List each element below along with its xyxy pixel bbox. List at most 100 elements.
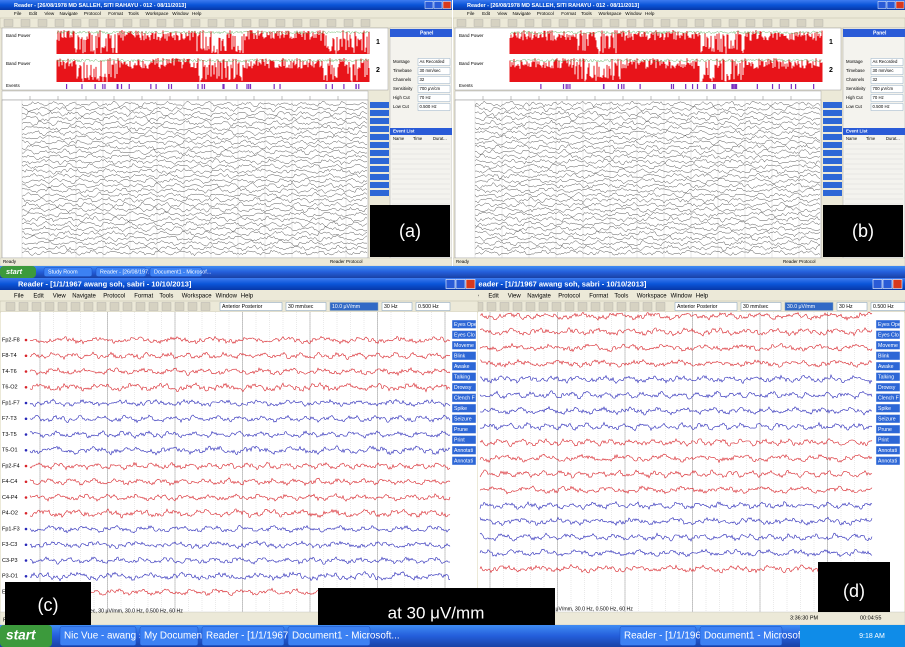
tool-button[interactable] <box>660 19 671 27</box>
combo-value[interactable]: 0.500 Hz <box>873 304 894 310</box>
tool-button[interactable] <box>207 19 218 27</box>
event-button[interactable] <box>823 142 842 148</box>
tool-button[interactable] <box>541 19 552 27</box>
window-button[interactable] <box>433 1 443 9</box>
menu-item[interactable]: View <box>53 294 67 300</box>
event-button[interactable] <box>370 174 389 180</box>
taskbar-item[interactable] <box>149 267 203 277</box>
start-button[interactable] <box>0 625 52 647</box>
tool-button[interactable] <box>796 19 807 27</box>
event-button-label[interactable]: Eyes Clo <box>878 332 899 338</box>
tool-button[interactable] <box>109 302 120 311</box>
event-button[interactable] <box>370 190 389 196</box>
combo-box[interactable] <box>836 302 868 311</box>
setting-box[interactable] <box>417 103 451 111</box>
setting-box[interactable] <box>417 67 451 75</box>
event-button-label[interactable]: Awake <box>454 364 470 370</box>
event-button[interactable] <box>823 118 842 124</box>
tool-button[interactable] <box>20 19 31 27</box>
tool-button[interactable] <box>677 19 688 27</box>
tool-button[interactable] <box>122 19 133 27</box>
tool-button[interactable] <box>779 19 790 27</box>
taskbar-item-label[interactable]: Reader - [26/08/197... <box>100 269 152 275</box>
event-button-label[interactable]: Blink <box>454 353 466 359</box>
event-button[interactable] <box>823 166 842 172</box>
menu-item[interactable]: Navigate <box>513 11 532 16</box>
menu-item[interactable]: Tools <box>581 11 592 16</box>
tool-button[interactable] <box>694 19 705 27</box>
menu-item[interactable]: Protocol <box>103 294 125 300</box>
combo-value[interactable]: Anterior Posterior <box>222 304 263 310</box>
taskbar-item-label[interactable]: My Documents <box>144 631 210 642</box>
event-button[interactable] <box>875 393 901 403</box>
event-button[interactable] <box>451 382 477 392</box>
menu-item[interactable]: File <box>14 294 24 300</box>
taskbar-item-label[interactable]: Nic Vue - awang soh,... <box>64 631 166 642</box>
menu-item[interactable]: Navigate <box>60 11 79 16</box>
event-button-label[interactable]: Blink <box>878 353 890 359</box>
tool-button[interactable] <box>148 302 159 311</box>
tool-button[interactable] <box>473 19 484 27</box>
tool-button[interactable] <box>37 19 48 27</box>
event-button[interactable] <box>875 456 901 466</box>
event-button[interactable] <box>875 382 901 392</box>
event-button-label[interactable]: Eyes Clo <box>454 332 475 338</box>
combo-box[interactable] <box>381 302 413 311</box>
menu-item[interactable]: File <box>467 11 475 16</box>
event-button-label[interactable]: Annotati <box>878 448 897 454</box>
tool-button[interactable] <box>135 302 146 311</box>
event-button[interactable] <box>875 361 901 371</box>
combo-box[interactable] <box>740 302 782 311</box>
menu-item[interactable]: Help <box>645 11 655 16</box>
event-button-label[interactable]: Seizure <box>454 416 472 422</box>
event-button[interactable] <box>370 166 389 172</box>
event-button[interactable] <box>370 158 389 164</box>
combo-value[interactable]: 30 Hz <box>839 304 853 310</box>
tool-button[interactable] <box>18 302 29 311</box>
setting-box[interactable] <box>417 76 451 84</box>
tool-button[interactable] <box>96 302 107 311</box>
tool-button[interactable] <box>161 302 172 311</box>
tool-button[interactable] <box>507 19 518 27</box>
menu-item[interactable]: Edit <box>482 11 491 16</box>
event-button[interactable] <box>370 150 389 156</box>
menu-item[interactable]: Format <box>589 294 608 300</box>
menu-item[interactable]: Workspace <box>599 11 622 16</box>
tool-button[interactable] <box>83 302 94 311</box>
tool-button[interactable] <box>551 302 562 311</box>
menu-item[interactable]: Protocol <box>84 11 101 16</box>
tool-button[interactable] <box>309 19 320 27</box>
combo-value[interactable]: Anterior Posterior <box>677 304 718 310</box>
window-button[interactable] <box>886 1 896 9</box>
tool-button[interactable] <box>643 19 654 27</box>
tool-button[interactable] <box>70 302 81 311</box>
tool-button[interactable] <box>200 302 211 311</box>
tool-button[interactable] <box>655 302 666 311</box>
window-button[interactable] <box>455 279 466 289</box>
tool-button[interactable] <box>156 19 167 27</box>
tool-button[interactable] <box>512 302 523 311</box>
event-button[interactable] <box>875 403 901 413</box>
menu-item[interactable]: Help <box>696 294 709 300</box>
menu-item[interactable]: Workspace <box>182 294 213 300</box>
event-button[interactable] <box>875 372 901 382</box>
taskbar-item-label[interactable]: Document1 - Microsof... <box>154 269 211 275</box>
event-button[interactable] <box>823 126 842 132</box>
tool-button[interactable] <box>5 302 16 311</box>
tool-button[interactable] <box>292 19 303 27</box>
setting-box[interactable] <box>417 85 451 93</box>
event-button[interactable] <box>823 182 842 188</box>
taskbar-item[interactable] <box>201 626 285 646</box>
tool-button[interactable] <box>57 302 68 311</box>
tool-button[interactable] <box>456 19 467 27</box>
tool-button[interactable] <box>486 302 497 311</box>
tool-button[interactable] <box>538 302 549 311</box>
tool-button[interactable] <box>590 302 601 311</box>
event-button[interactable] <box>451 319 477 329</box>
event-button[interactable] <box>875 445 901 455</box>
tool-button[interactable] <box>711 19 722 27</box>
tool-button[interactable] <box>275 19 286 27</box>
tool-button[interactable] <box>616 302 627 311</box>
tool-button[interactable] <box>88 19 99 27</box>
menu-item[interactable]: Workspace <box>146 11 169 16</box>
